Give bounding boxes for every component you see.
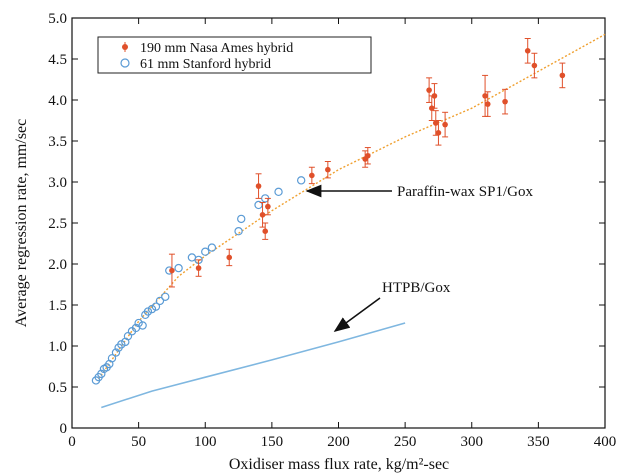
y-tick-label: 1.0 bbox=[48, 339, 67, 355]
annotation-htpb: HTPB/Gox bbox=[333, 280, 451, 332]
nasa-point bbox=[325, 166, 331, 173]
y-tick-label: 0 bbox=[60, 421, 68, 437]
legend-box bbox=[97, 36, 372, 74]
data-points bbox=[91, 38, 566, 385]
nasa-point bbox=[169, 267, 175, 274]
x-tick-label: 100 bbox=[194, 434, 217, 450]
nasa-point bbox=[502, 98, 508, 105]
nasa-point bbox=[309, 172, 315, 179]
nasa-point bbox=[365, 152, 371, 159]
stanford-point bbox=[201, 247, 210, 256]
x-tick-label: 50 bbox=[131, 434, 146, 450]
stanford-point bbox=[155, 296, 165, 306]
legend-label-nasa: 190 mm Nasa Ames hybrid bbox=[140, 41, 293, 56]
nasa-point bbox=[482, 93, 488, 99]
x-tick-label: 400 bbox=[594, 434, 617, 450]
nasa-point bbox=[259, 212, 266, 218]
y-tick-label: 4.0 bbox=[48, 93, 67, 109]
legend-label-stanford: 61 mm Stanford hybrid bbox=[140, 57, 271, 72]
htpb-line bbox=[101, 322, 406, 409]
axis-ticks: 0 50 100 150 200 250 300 350 400 0 0.5 1.0 1.5 2.0 2.5… bbox=[48, 11, 616, 450]
stanford-point bbox=[123, 331, 133, 341]
nasa-point bbox=[226, 254, 233, 261]
plot-frame bbox=[71, 17, 606, 429]
x-tick-label: 200 bbox=[327, 434, 350, 450]
y-axis-title: Average regression rate, mm/sec bbox=[13, 119, 30, 328]
x-tick-label: 350 bbox=[527, 434, 550, 450]
nasa-point bbox=[431, 93, 438, 99]
nasa-point bbox=[426, 87, 432, 93]
x-axis-title: Oxidiser mass flux rate, kg/m²-sec bbox=[229, 456, 449, 473]
stanford-point bbox=[174, 263, 183, 273]
x-tick-label: 250 bbox=[394, 434, 417, 450]
nasa-point bbox=[559, 72, 566, 79]
y-tick-label: 1.5 bbox=[48, 298, 67, 314]
nasa-point bbox=[435, 130, 442, 136]
x-tick-label: 150 bbox=[261, 434, 284, 450]
stanford-point bbox=[107, 354, 117, 363]
nasa-point bbox=[524, 48, 531, 54]
y-tick-label: 3.0 bbox=[48, 175, 67, 191]
stanford-point bbox=[234, 226, 243, 236]
y-tick-label: 2.0 bbox=[48, 257, 67, 273]
stanford-point bbox=[138, 321, 147, 330]
stanford-point bbox=[274, 187, 283, 197]
legend: 190 mm Nasa Ames hybrid 61 mm Stanford h… bbox=[97, 36, 372, 74]
stanford-point bbox=[151, 302, 161, 311]
annotation-paraffin-label: Paraffin-wax SP1/Gox bbox=[397, 184, 533, 200]
nasa-point bbox=[195, 265, 202, 271]
y-tick-label: 5.0 bbox=[48, 11, 67, 27]
y-tick-label: 4.5 bbox=[48, 52, 67, 68]
y-tick-label: 3.5 bbox=[48, 134, 67, 150]
nasa-point bbox=[442, 121, 448, 128]
paraffin-fit-line bbox=[98, 33, 606, 380]
stanford-point bbox=[207, 243, 217, 252]
x-tick-label: 0 bbox=[68, 434, 76, 450]
curves bbox=[98, 33, 606, 409]
stanford-point bbox=[161, 292, 170, 301]
nasa-point bbox=[255, 183, 262, 189]
stanford-point bbox=[237, 214, 246, 224]
annotation-htpb-label: HTPB/Gox bbox=[382, 280, 451, 296]
stanford-point bbox=[111, 348, 121, 357]
nasa-point bbox=[484, 101, 491, 107]
nasa-point bbox=[262, 228, 269, 234]
x-tick-label: 300 bbox=[461, 434, 484, 450]
annotation-htpb-arrow bbox=[333, 297, 381, 332]
stanford-point bbox=[97, 369, 106, 379]
annotation-paraffin: Paraffin-wax SP1/Gox bbox=[305, 184, 533, 200]
nasa-point bbox=[531, 62, 538, 69]
legend-marker-stanford bbox=[120, 58, 130, 68]
nasa-point bbox=[432, 120, 439, 126]
y-tick-label: 0.5 bbox=[48, 380, 67, 396]
stanford-point bbox=[296, 176, 306, 185]
y-tick-label: 2.5 bbox=[48, 216, 67, 232]
nasa-point bbox=[265, 203, 271, 210]
